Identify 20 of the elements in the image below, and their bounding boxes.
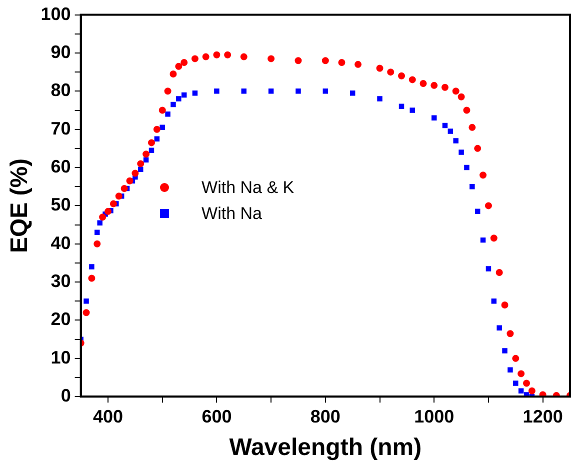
x-tick-label: 1200: [522, 406, 563, 426]
y-axis-title: EQE (%): [6, 158, 34, 254]
x-axis-title: Wavelength (nm): [229, 434, 422, 462]
y-tick-label: 0: [60, 386, 71, 406]
y-tick-label: 50: [50, 194, 71, 215]
legend-label: With Na & K: [202, 178, 294, 198]
y-tick-label: 90: [50, 42, 71, 62]
y-tick-label: 20: [50, 309, 71, 330]
y-tick-label: 40: [50, 232, 71, 253]
y-tick-label: 100: [40, 4, 71, 24]
y-tick-label: 30: [50, 271, 71, 292]
x-tick-label: 400: [92, 406, 124, 426]
x-tick-label: 800: [310, 406, 340, 426]
y-tick-label: 60: [50, 156, 71, 176]
y-tick-label: 80: [50, 80, 71, 100]
x-tick-label: 600: [202, 406, 232, 426]
legend-label: With Na: [202, 204, 262, 224]
y-tick-label: 10: [50, 347, 71, 368]
x-tick-label: 1000: [414, 406, 454, 426]
y-tick-label: 70: [50, 118, 71, 138]
